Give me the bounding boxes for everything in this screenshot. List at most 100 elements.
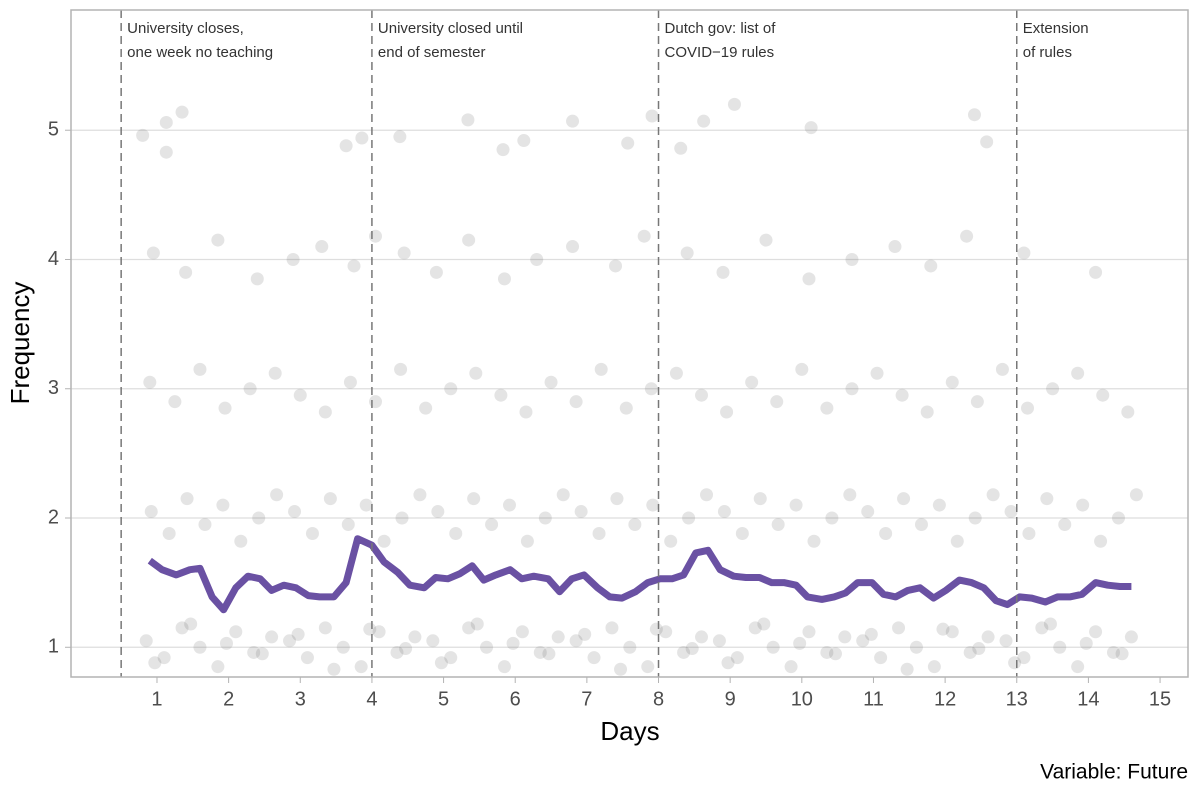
point	[748, 621, 762, 635]
point	[963, 645, 977, 659]
point	[372, 625, 386, 639]
x-tick-label: 3	[295, 688, 306, 710]
point	[467, 492, 481, 506]
point	[828, 647, 842, 661]
point	[515, 625, 529, 639]
point	[369, 395, 383, 409]
point	[293, 388, 307, 402]
point	[175, 621, 189, 635]
point	[766, 640, 780, 654]
point	[538, 511, 552, 525]
point	[645, 109, 659, 123]
point	[336, 640, 350, 654]
point	[843, 488, 857, 502]
point	[323, 492, 337, 506]
point	[924, 259, 938, 273]
point	[363, 622, 377, 636]
point	[784, 660, 798, 674]
point	[870, 366, 884, 380]
point	[496, 143, 510, 157]
point	[753, 492, 767, 506]
point	[682, 511, 696, 525]
point	[759, 233, 773, 247]
point	[566, 240, 580, 254]
point	[1089, 625, 1103, 639]
point	[874, 651, 888, 665]
point	[967, 108, 981, 122]
annotation: Extension	[1023, 20, 1089, 37]
point	[286, 252, 300, 266]
point	[408, 630, 422, 644]
point	[838, 630, 852, 644]
point	[1096, 388, 1110, 402]
point	[1071, 366, 1085, 380]
point	[359, 498, 373, 512]
point	[1115, 647, 1129, 661]
point	[845, 382, 859, 396]
plot-border	[70, 9, 1189, 678]
point	[981, 630, 995, 644]
point	[343, 375, 357, 389]
point	[556, 488, 570, 502]
point	[1071, 660, 1085, 674]
point	[980, 135, 994, 149]
point	[566, 114, 580, 128]
point	[1017, 651, 1031, 665]
point	[179, 265, 193, 279]
point	[341, 517, 355, 531]
point	[960, 229, 974, 243]
point	[574, 505, 588, 519]
point	[144, 505, 158, 519]
point	[462, 233, 476, 247]
point	[945, 375, 959, 389]
point	[544, 375, 558, 389]
point	[148, 656, 162, 670]
point	[315, 240, 329, 254]
point	[820, 645, 834, 659]
point	[856, 634, 870, 648]
point	[377, 534, 391, 548]
point	[520, 534, 534, 548]
x-tick-label: 13	[1006, 688, 1028, 710]
point	[1043, 617, 1057, 631]
point	[395, 511, 409, 525]
point	[551, 630, 565, 644]
y-tick-label: 1	[48, 636, 59, 658]
point	[193, 362, 207, 376]
point	[950, 534, 964, 548]
point	[897, 492, 911, 506]
point	[697, 114, 711, 128]
point	[677, 645, 691, 659]
point	[497, 660, 511, 674]
point	[268, 366, 282, 380]
point	[802, 272, 816, 286]
point	[695, 630, 709, 644]
point	[339, 139, 353, 153]
point	[399, 642, 413, 656]
point	[429, 265, 443, 279]
point	[355, 131, 369, 145]
x-tick-label: 10	[791, 688, 813, 710]
point	[1129, 488, 1143, 502]
x-tick-label: 1	[151, 688, 162, 710]
point	[431, 505, 445, 519]
y-tick-label: 5	[48, 118, 59, 140]
point	[1112, 511, 1126, 525]
point	[243, 382, 257, 396]
point	[219, 636, 233, 650]
point	[1017, 246, 1031, 260]
point	[914, 517, 928, 531]
point	[300, 651, 314, 665]
point	[587, 651, 601, 665]
point	[444, 651, 458, 665]
point	[802, 625, 816, 639]
annotation: COVID−19 rules	[665, 44, 775, 61]
point	[168, 395, 182, 409]
x-axis-title: Days	[600, 716, 659, 746]
point	[354, 660, 368, 674]
point	[864, 627, 878, 641]
point	[807, 534, 821, 548]
point	[968, 511, 982, 525]
point	[1021, 401, 1035, 415]
point	[1076, 498, 1090, 512]
